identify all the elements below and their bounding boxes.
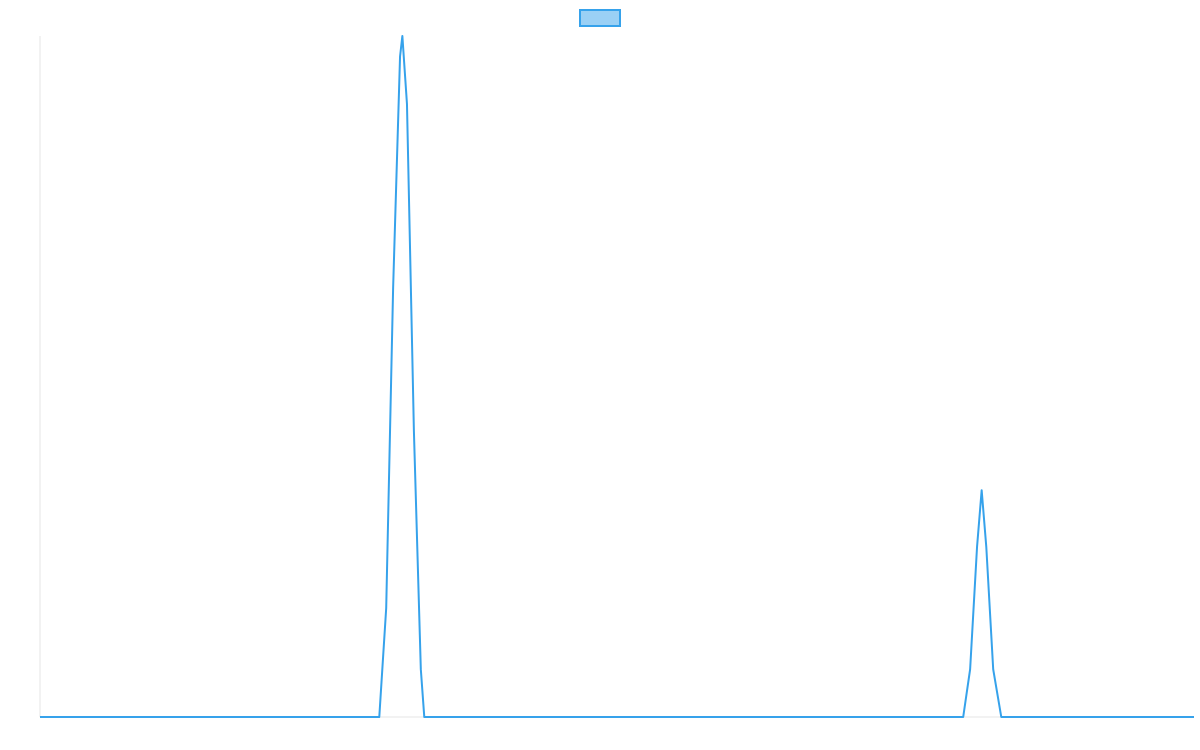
legend[interactable]	[579, 9, 621, 27]
series-layer	[40, 35, 1194, 718]
legend-swatch[interactable]	[579, 9, 621, 27]
legend-item-0[interactable]	[579, 9, 621, 27]
axes	[39, 36, 1194, 718]
series-line-0[interactable]	[40, 35, 1194, 718]
